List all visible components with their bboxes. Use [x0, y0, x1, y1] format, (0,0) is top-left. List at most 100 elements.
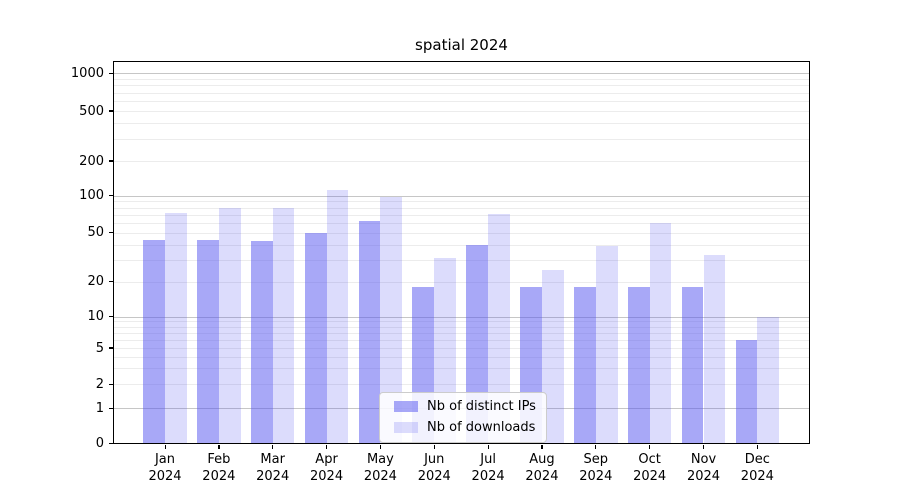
bar-distinct-ips	[627, 287, 650, 444]
bar-distinct-ips	[681, 287, 704, 444]
y-tick-label: 5	[95, 340, 104, 356]
y-tick	[109, 407, 113, 409]
x-tick	[326, 444, 328, 449]
y-gridline-minor	[114, 339, 809, 341]
y-gridline-minor	[114, 281, 809, 283]
plot-area: Nb of distinct IPs Nb of downloads	[113, 61, 810, 444]
y-tick-label: 2	[95, 376, 104, 392]
y-gridline-minor	[114, 356, 809, 358]
y-tick	[109, 347, 113, 349]
bar-downloads	[165, 213, 187, 444]
x-tick-label: Apr 2024	[310, 452, 344, 484]
x-tick	[649, 444, 651, 449]
x-tick	[218, 444, 220, 449]
x-tick	[433, 444, 435, 449]
y-gridline-minor	[114, 214, 809, 216]
bar-downloads	[380, 197, 403, 444]
y-gridline-minor	[114, 260, 809, 262]
y-gridline-minor	[114, 232, 809, 234]
x-tick-label: Jun 2024	[417, 452, 451, 484]
y-gridline-minor	[114, 92, 809, 94]
x-tick	[756, 444, 759, 449]
x-tick-label: Sep 2024	[579, 452, 613, 484]
bar-downloads	[218, 208, 241, 444]
y-tick-label: 500	[79, 103, 104, 119]
bar-downloads	[649, 222, 672, 444]
x-tick-label: Dec 2024	[740, 452, 774, 484]
y-gridline-minor	[114, 79, 809, 81]
x-tick-label: Jan 2024	[148, 452, 182, 484]
bar-downloads	[326, 189, 349, 444]
x-tick	[595, 444, 597, 449]
bar-downloads	[272, 208, 295, 444]
y-tick	[109, 281, 113, 283]
x-tick	[703, 444, 705, 449]
legend-item-distinct-ips: Nb of distinct IPs	[394, 399, 536, 414]
y-tick	[109, 160, 113, 162]
bar-downloads	[595, 245, 618, 444]
y-gridline-major	[114, 316, 809, 318]
bar-downloads	[488, 213, 510, 444]
bar-distinct-ips	[250, 240, 273, 444]
y-gridline-minor	[114, 101, 809, 103]
x-tick	[379, 444, 382, 449]
y-tick-label: 0	[95, 436, 104, 451]
bar-distinct-ips	[735, 339, 758, 444]
x-tick-label: Nov 2024	[686, 452, 721, 484]
y-gridline-minor	[114, 138, 809, 140]
legend: Nb of distinct IPs Nb of downloads	[379, 392, 547, 443]
bar-distinct-ips	[358, 221, 381, 444]
bar-downloads	[703, 254, 726, 444]
y-gridline-minor	[114, 384, 809, 386]
y-gridline-minor	[114, 111, 809, 112]
y-gridline-minor	[114, 321, 809, 323]
y-tick-label: 1000	[70, 65, 104, 81]
y-tick-label: 100	[79, 188, 104, 204]
x-tick-label: Oct 2024	[633, 452, 667, 484]
bar-downloads	[541, 269, 564, 444]
x-tick-label: May 2024	[363, 452, 397, 484]
y-tick	[109, 383, 113, 385]
y-tick	[109, 316, 113, 318]
legend-item-downloads: Nb of downloads	[394, 420, 536, 435]
y-tick	[109, 442, 113, 445]
bar-distinct-ips	[197, 239, 219, 444]
y-gridline-minor	[114, 123, 809, 125]
x-tick-label: Mar 2024	[256, 452, 290, 484]
y-tick-label: 1	[95, 400, 104, 416]
legend-label-distinct-ips: Nb of distinct IPs	[427, 399, 536, 414]
x-tick	[164, 444, 166, 449]
y-gridline-minor	[114, 222, 809, 224]
y-tick-label: 50	[87, 225, 104, 241]
y-tick	[109, 110, 113, 112]
x-tick-label: Feb 2024	[202, 452, 236, 484]
y-gridline-minor	[114, 207, 809, 209]
bar-distinct-ips	[574, 287, 596, 444]
chart-title: spatial 2024	[415, 36, 508, 54]
y-tick-label: 20	[87, 274, 104, 290]
y-tick	[109, 195, 113, 197]
y-gridline-minor	[114, 332, 809, 334]
y-gridline-minor	[114, 368, 809, 370]
legend-label-downloads: Nb of downloads	[427, 420, 536, 435]
x-tick	[541, 444, 543, 449]
y-gridline-minor	[114, 326, 809, 328]
y-tick-label: 10	[87, 309, 104, 325]
y-tick	[109, 232, 113, 234]
bar-downloads	[757, 316, 780, 444]
legend-swatch-downloads	[394, 422, 418, 433]
x-tick	[272, 444, 274, 449]
x-tick-label: Jul 2024	[471, 452, 505, 484]
y-gridline-minor	[114, 85, 809, 87]
y-gridline-major	[114, 73, 809, 75]
y-tick	[109, 72, 113, 74]
legend-swatch-distinct-ips	[394, 401, 418, 412]
x-tick	[487, 444, 489, 449]
y-gridline-minor	[114, 161, 809, 162]
y-gridline-minor	[114, 201, 809, 203]
y-gridline-major	[114, 195, 809, 197]
y-gridline-minor	[114, 244, 809, 246]
y-gridline-minor	[114, 348, 809, 349]
x-tick-label: Aug 2024	[525, 452, 559, 484]
